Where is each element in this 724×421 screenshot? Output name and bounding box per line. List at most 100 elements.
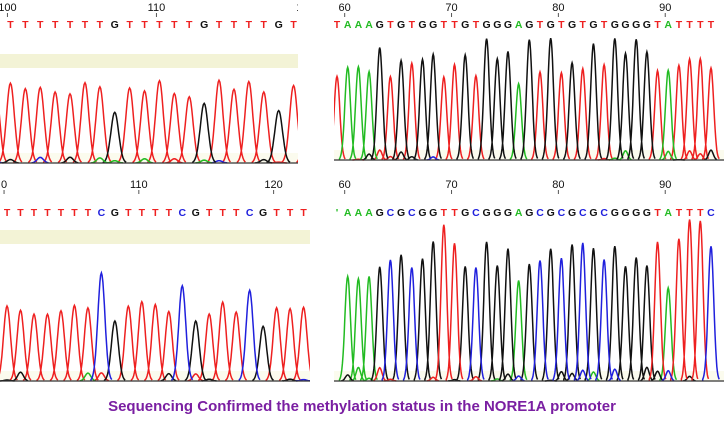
base-call: T — [441, 207, 448, 219]
tick-label: 60 — [339, 179, 351, 191]
base-call: C — [472, 207, 480, 219]
base-call: G — [397, 207, 405, 219]
base-call: T — [387, 19, 394, 31]
trace-T — [373, 219, 710, 382]
tick-label: 70 — [445, 179, 457, 191]
trace-C — [381, 242, 720, 382]
base-call: G — [111, 19, 119, 31]
base-call: C — [408, 207, 416, 219]
base-call: C — [98, 207, 106, 219]
base-call: T — [82, 19, 89, 31]
base-call: A — [515, 207, 523, 219]
base-call: G — [461, 207, 469, 219]
base-call: T — [231, 19, 238, 31]
chromatogram-svg: 60 70 80 90' A A A G C G C G G T T G C G G G A G C G C G C G C G G G G T A… — [334, 179, 724, 382]
tick-label: 110 — [148, 2, 166, 14]
tick-label: 60 — [339, 2, 351, 14]
base-call: A — [515, 19, 523, 31]
base-call: T — [44, 207, 51, 219]
base-call: T — [697, 207, 704, 219]
base-call: G — [275, 19, 283, 31]
base-call: G — [376, 207, 384, 219]
base-call: C — [387, 207, 395, 219]
base-call: A — [344, 207, 352, 219]
base-call: T — [7, 19, 14, 31]
base-call: G — [547, 19, 555, 31]
base-call: G — [589, 207, 597, 219]
trace-T — [334, 55, 720, 161]
tick-label: 100 — [0, 2, 17, 14]
base-call: G — [397, 19, 405, 31]
base-call: G — [429, 19, 437, 31]
base-call: T — [152, 207, 159, 219]
base-call: C — [558, 207, 566, 219]
base-call: G — [632, 19, 640, 31]
base-call: T — [473, 19, 480, 31]
base-call: G — [504, 207, 512, 219]
base-call: T — [58, 207, 65, 219]
base-call: T — [52, 19, 59, 31]
base-call: T — [97, 19, 104, 31]
base-call: G — [643, 19, 651, 31]
base-call: T — [186, 19, 193, 31]
base-call: G — [632, 207, 640, 219]
base-call: G — [568, 19, 576, 31]
base-call: G — [611, 19, 619, 31]
base-call: T — [22, 19, 29, 31]
base-call: ' — [336, 207, 339, 219]
trace-C — [90, 270, 310, 382]
base-call: T — [17, 207, 24, 219]
base-call: T — [37, 19, 44, 31]
base-call: G — [525, 19, 533, 31]
base-call: C — [178, 207, 186, 219]
base-call: G — [621, 207, 629, 219]
base-call: T — [141, 19, 148, 31]
trace-A — [338, 273, 678, 382]
trace-A — [79, 372, 96, 382]
chromatogram-svg: 60 70 80 90T A A A G T G T G G T T G T G G G A G T G T G T G T G G G G T A… — [334, 2, 724, 161]
trace-T — [0, 299, 310, 382]
trace-T — [0, 78, 298, 164]
chromatogram-bottom-left: 0 110 120 T T T T T T T C G T T T T C G T T T C G T T T — [0, 176, 310, 386]
base-call: G — [643, 207, 651, 219]
base-call: G — [493, 19, 501, 31]
highlight-band — [0, 54, 298, 68]
base-call: T — [686, 19, 693, 31]
base-call: A — [355, 207, 363, 219]
base-call: T — [654, 19, 661, 31]
base-call: G — [418, 19, 426, 31]
trace-A — [338, 64, 678, 161]
tick-label: 110 — [130, 179, 148, 191]
baseline-shade — [334, 371, 724, 381]
base-call: G — [611, 207, 619, 219]
base-call: T — [558, 19, 565, 31]
base-call: T — [233, 207, 240, 219]
base-call: T — [31, 207, 38, 219]
base-call: C — [707, 207, 715, 219]
base-call: C — [246, 207, 254, 219]
base-call: G — [111, 207, 119, 219]
chromatogram-svg: 100110120TTTTTTTTGTTTTTGTTTTGTT — [0, 2, 298, 164]
chromatogram-bottom-right: 60 70 80 90 ' A A A G C G C G G T T G C G G G A G C G C G C G C G G G G T A… — [334, 176, 724, 386]
base-call: T — [451, 19, 458, 31]
tick-label: 120 — [296, 2, 298, 14]
base-call: G — [200, 19, 208, 31]
baseline-shade — [0, 371, 310, 381]
base-call: G — [461, 19, 469, 31]
base-call: T — [601, 19, 608, 31]
base-call: A — [664, 207, 672, 219]
chromatogram-top-right: 60 70 80 90 T A A A G T G T G G T T G T G G G A G T G T G T G T G G G G T A… — [334, 0, 724, 168]
base-call: G — [192, 207, 200, 219]
trace-G — [341, 241, 696, 382]
base-call: T — [334, 19, 341, 31]
chromatogram-top-left: 100110120TTTTTTTTGTTTTTGTTTTGTT — [0, 0, 298, 168]
trace-A — [90, 157, 213, 164]
base-call: A — [344, 19, 352, 31]
base-call: T — [290, 19, 297, 31]
tick-label: 120 — [264, 179, 282, 191]
base-call: G — [259, 207, 267, 219]
base-call: A — [365, 207, 373, 219]
base-call: T — [261, 19, 268, 31]
base-call: A — [365, 19, 373, 31]
